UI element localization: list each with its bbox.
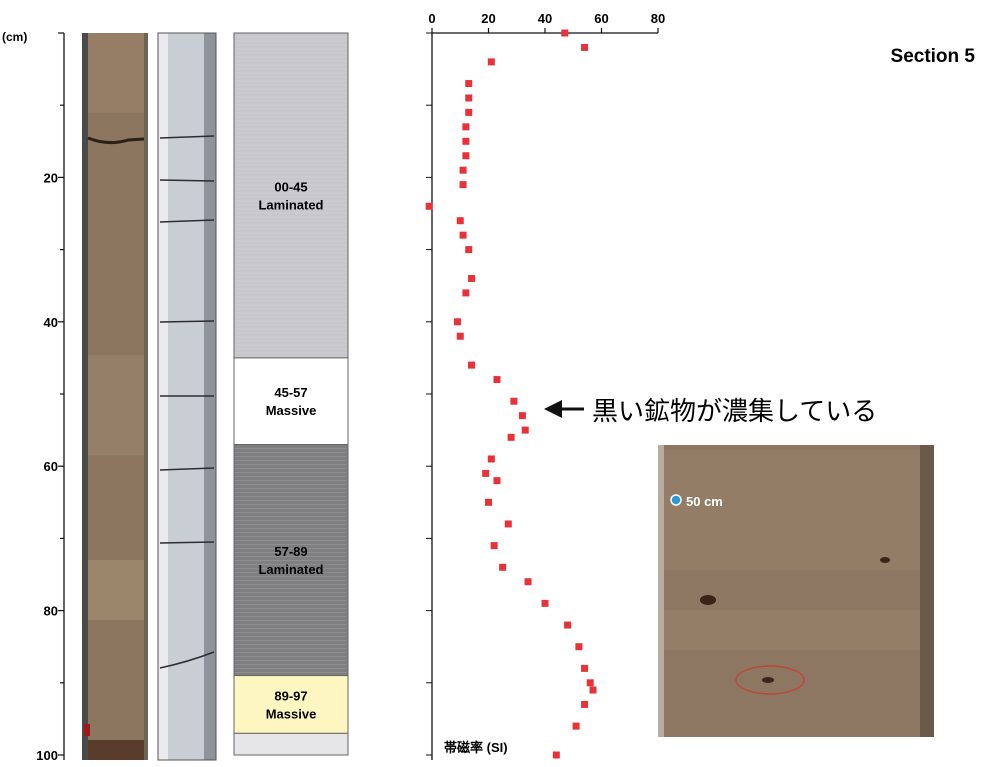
data-point (462, 152, 470, 160)
data-point (462, 137, 470, 145)
data-point (575, 643, 583, 651)
depth-tick-label: 80 (44, 604, 58, 619)
unit-range-label: 00-45 (274, 179, 307, 194)
data-point (487, 58, 495, 66)
unit-labels: 00-45 Laminated 45-57 Massive 57-89 Lami… (258, 179, 323, 721)
data-point (581, 43, 589, 51)
ct-scan-image (157, 32, 217, 761)
x-tick-label: 40 (538, 11, 552, 26)
lithology-unit (233, 675, 349, 734)
annotation-text: 黒い鉱物が濃集している (592, 396, 877, 426)
data-point (459, 181, 467, 189)
unit-range-label: 45-57 (274, 385, 307, 400)
data-point (456, 332, 464, 340)
inset-location-marker (670, 494, 682, 506)
x-tick-label: 20 (481, 11, 495, 26)
data-point (581, 664, 589, 672)
data-point (507, 433, 515, 441)
depth-unit-label: (cm) (2, 30, 27, 44)
depth-tick-label: 60 (44, 459, 58, 474)
unit-type-label: Laminated (258, 562, 323, 577)
depth-tick-label: 100 (36, 748, 58, 763)
data-point (572, 722, 580, 730)
unit-range-label: 57-89 (274, 544, 307, 559)
inset-photo: 50 cm (658, 445, 934, 737)
data-point (465, 108, 473, 116)
data-point (459, 166, 467, 174)
inset-depth-label: 50 cm (686, 494, 723, 509)
data-point (465, 94, 473, 102)
data-point (510, 397, 518, 405)
data-point (490, 542, 498, 550)
data-point (462, 289, 470, 297)
data-point (465, 246, 473, 254)
data-point (518, 412, 526, 420)
data-point (524, 578, 532, 586)
unit-type-label: Massive (266, 403, 317, 418)
data-point (453, 318, 461, 326)
data-point (561, 29, 569, 37)
data-point (456, 217, 464, 225)
depth-tick-label: 20 (44, 170, 58, 185)
x-tick-label: 0 (428, 11, 435, 26)
data-point (581, 700, 589, 708)
lithology-unit (233, 32, 349, 359)
section-title: Section 5 (891, 46, 976, 67)
data-point (485, 498, 492, 506)
annotation-arrow (544, 400, 584, 418)
unit-type-label: Laminated (258, 197, 323, 212)
depth-axis: (cm) 20 40 60 80 100 (2, 30, 65, 763)
data-point (541, 599, 549, 607)
data-point (493, 477, 501, 485)
data-point (564, 621, 572, 629)
data-point (521, 426, 529, 434)
unit-range-label: 89-97 (274, 688, 307, 703)
data-point (468, 361, 476, 369)
data-point (462, 123, 470, 131)
data-point (487, 455, 495, 463)
x-tick-label: 60 (594, 11, 608, 26)
susceptibility-axes: 0 20 40 60 80 帯磁率 (SI) (426, 11, 665, 760)
susceptibility-points (425, 29, 597, 759)
data-point (425, 202, 433, 210)
lithology-unit (233, 357, 349, 446)
core-photo (82, 33, 148, 760)
data-point (552, 751, 560, 759)
lithology-base (233, 732, 349, 756)
data-point (465, 80, 473, 88)
data-point (504, 520, 512, 528)
data-point (468, 274, 476, 282)
depth-tick-label: 40 (44, 315, 58, 330)
data-point (459, 231, 467, 239)
data-point (493, 376, 501, 384)
x-axis-label: 帯磁率 (SI) (444, 740, 508, 755)
data-point (499, 563, 507, 571)
unit-type-label: Massive (266, 706, 317, 721)
x-tick-label: 80 (651, 11, 665, 26)
data-point (589, 686, 597, 694)
lithology-column (233, 32, 349, 756)
data-point (586, 679, 594, 687)
data-point (482, 469, 490, 477)
